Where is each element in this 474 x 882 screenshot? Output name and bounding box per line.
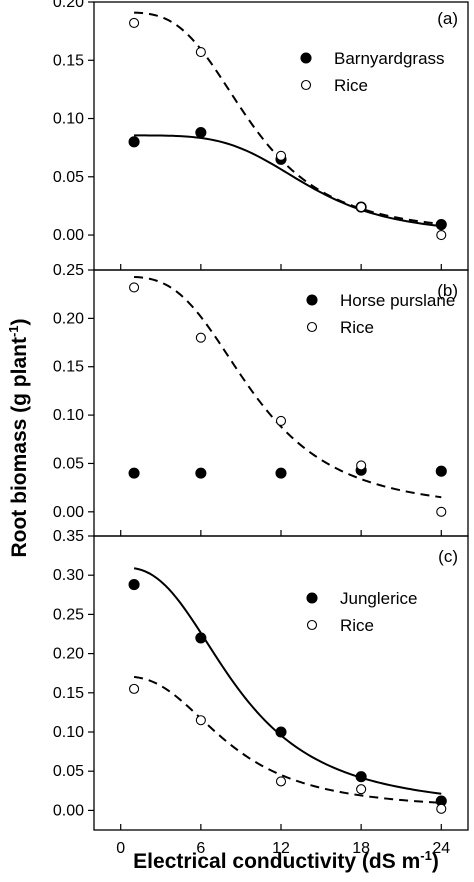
data-point bbox=[195, 715, 206, 726]
data-point bbox=[195, 467, 207, 479]
legend-marker bbox=[300, 52, 312, 64]
data-point bbox=[436, 506, 447, 517]
data-point bbox=[275, 776, 287, 787]
y-axis-title-text: Root biomass (g plant bbox=[8, 337, 31, 558]
y-tick-label: 0.35 bbox=[53, 528, 84, 545]
panel-2: 0.00 0.05 0.10 0.15 0.20 0.25 (b)Horse purslan… bbox=[53, 262, 469, 537]
fit-curve bbox=[134, 134, 442, 228]
y-tick-label: 0.05 bbox=[53, 169, 84, 186]
legend-label: Rice bbox=[340, 318, 374, 337]
x-tick-label: 12 bbox=[272, 840, 290, 857]
x-tick-label: 24 bbox=[432, 840, 450, 857]
legend-marker bbox=[300, 79, 312, 91]
data-point bbox=[435, 219, 447, 231]
y-tick-label: 0.20 bbox=[53, 646, 84, 663]
x-tick-label: 6 bbox=[196, 840, 205, 857]
y-tick-label: 0.00 bbox=[53, 227, 84, 244]
x-axis-title-text: Electrical conductivity (dS m bbox=[133, 850, 420, 873]
data-point bbox=[275, 726, 287, 738]
legend-marker bbox=[306, 321, 318, 333]
fit-curve bbox=[134, 275, 442, 499]
data-point bbox=[128, 467, 140, 479]
data-point bbox=[128, 579, 140, 591]
data-point bbox=[195, 332, 206, 343]
legend-label: Barnyardgrass bbox=[334, 49, 445, 68]
y-tick-label: 0.30 bbox=[53, 567, 84, 584]
y-axis-title: Root biomass (g plant-1) bbox=[6, 318, 31, 557]
y-tick-label: 0.05 bbox=[53, 455, 84, 472]
y-tick-label: 0.10 bbox=[53, 407, 84, 424]
y-tick-label: 0.15 bbox=[53, 52, 84, 69]
legend-marker bbox=[306, 294, 318, 306]
x-axis-title: Electrical conductivity (dS m-1) bbox=[133, 848, 439, 873]
y-axis-title-end: ) bbox=[8, 318, 31, 325]
data-point bbox=[275, 467, 287, 479]
x-axis-title-end: ) bbox=[432, 850, 439, 873]
y-tick-label: 0.00 bbox=[53, 802, 84, 819]
y-tick-label: 0.25 bbox=[53, 262, 84, 279]
y-tick-label: 0.20 bbox=[53, 310, 84, 327]
data-point bbox=[129, 282, 140, 293]
y-tick-label: 0.15 bbox=[53, 685, 84, 702]
data-point bbox=[129, 683, 140, 694]
data-point bbox=[435, 465, 447, 477]
fit-curve bbox=[133, 675, 442, 804]
y-tick-label: 0.20 bbox=[53, 0, 84, 11]
y-tick-label: 0.10 bbox=[53, 724, 84, 741]
panel-3: 0.00 0.05 0.10 0.15 0.20 0.25 0.30 0.35 (c) Jungl… bbox=[53, 528, 469, 831]
legend-label: Horse purslane bbox=[340, 291, 455, 310]
y-tick-label: 0.15 bbox=[53, 359, 84, 376]
data-point bbox=[195, 47, 206, 58]
panel-tag: (a) bbox=[437, 9, 458, 28]
legend-label: Junglerice bbox=[340, 589, 418, 608]
legend-label: Rice bbox=[334, 76, 368, 95]
y-axis-title-superscript: -1 bbox=[6, 325, 21, 337]
x-tick-label: 0 bbox=[116, 840, 125, 857]
data-point bbox=[275, 150, 287, 161]
fit-curve bbox=[133, 567, 442, 795]
y-tick-label: 0.05 bbox=[53, 763, 84, 780]
x-axis: 0 6 12 18 24 bbox=[116, 840, 450, 857]
y-tick-label: 0.10 bbox=[53, 111, 84, 128]
data-point bbox=[355, 771, 367, 783]
fit-curve bbox=[134, 11, 442, 226]
y-tick-label: 0.25 bbox=[53, 606, 84, 623]
data-point bbox=[356, 202, 367, 213]
data-point bbox=[275, 415, 287, 426]
data-point bbox=[356, 460, 367, 471]
data-point bbox=[128, 136, 140, 148]
data-point bbox=[195, 632, 207, 644]
panel-1: 0.00 0.05 0.10 0.15 0.20 (a) Barnyardgrass Rice bbox=[53, 0, 469, 271]
panel-tag: (b) bbox=[437, 281, 458, 300]
x-axis-title-superscript: -1 bbox=[420, 848, 432, 863]
panel-tag: (c) bbox=[438, 547, 458, 566]
chart-panels: 0.00 0.05 0.10 0.15 0.20 (a) Barnyardgrass Rice… bbox=[53, 0, 469, 831]
data-point bbox=[436, 229, 447, 241]
x-tick-label: 18 bbox=[352, 840, 370, 857]
data-point bbox=[195, 126, 207, 139]
data-point bbox=[129, 17, 140, 29]
y-tick-label: 0.00 bbox=[53, 504, 84, 521]
legend-label: Rice bbox=[340, 616, 374, 635]
data-point bbox=[436, 803, 447, 814]
data-point bbox=[356, 784, 367, 795]
legend-marker bbox=[306, 619, 318, 631]
legend-marker bbox=[306, 592, 318, 604]
